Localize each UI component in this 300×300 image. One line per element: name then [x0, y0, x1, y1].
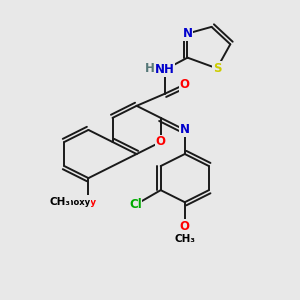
- Text: CH₃: CH₃: [174, 234, 195, 244]
- Text: N: N: [180, 123, 190, 136]
- Text: NH: NH: [155, 63, 175, 76]
- Text: O: O: [156, 136, 166, 148]
- Text: methoxy: methoxy: [52, 198, 97, 207]
- Text: methoxy: methoxy: [49, 198, 90, 207]
- Text: S: S: [213, 62, 221, 75]
- Text: Cl: Cl: [129, 198, 142, 212]
- Text: O: O: [180, 220, 190, 233]
- Text: N: N: [182, 27, 193, 40]
- Text: O: O: [83, 196, 93, 209]
- Text: H: H: [145, 62, 155, 75]
- Text: CH₃: CH₃: [49, 197, 70, 207]
- Text: O: O: [180, 78, 190, 91]
